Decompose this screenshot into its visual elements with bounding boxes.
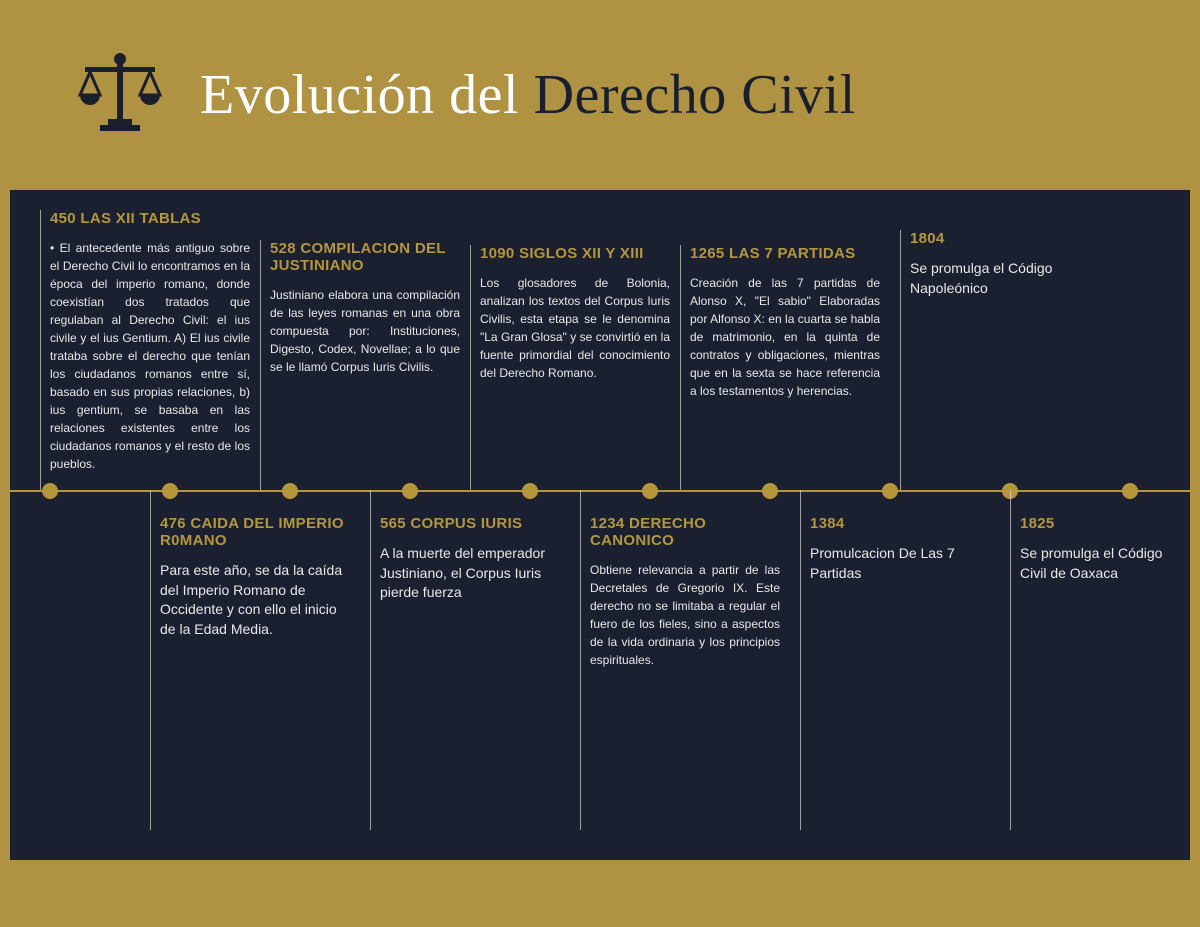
timeline-event: 1384 Promulcacion De Las 7 Partidas bbox=[810, 515, 1000, 583]
event-body: • El antecedente más antiguo sobre el De… bbox=[50, 239, 250, 473]
header: Evolución del Derecho Civil bbox=[0, 0, 1200, 190]
timeline-point bbox=[282, 483, 298, 499]
timeline-event: 476 CAIDA DEL IMPERIO R0MANO Para este añ… bbox=[160, 515, 350, 639]
title-part1: Evolución del bbox=[200, 64, 534, 126]
event-title: 1804 bbox=[910, 230, 1100, 247]
event-body: Justiniano elabora una compilación de la… bbox=[270, 286, 460, 376]
timeline-event: 528 COMPILACION DEL JUSTINIANO Justiniano… bbox=[270, 240, 460, 376]
vertical-line bbox=[900, 230, 901, 490]
page-title: Evolución del Derecho Civil bbox=[200, 63, 856, 127]
timeline-event: 1825 Se promulga el Código Civil de Oaxac… bbox=[1020, 515, 1190, 583]
timeline-point bbox=[522, 483, 538, 499]
scales-icon bbox=[70, 45, 170, 145]
timeline-event: 1090 SIGLOS XII Y XIII Los glosadores de … bbox=[480, 245, 670, 382]
event-title: 1090 SIGLOS XII Y XIII bbox=[480, 245, 670, 262]
event-body: Para este año, se da la caída del Imperi… bbox=[160, 561, 350, 639]
event-body: Se promulga el Código Napoleónico bbox=[910, 259, 1100, 298]
vertical-line bbox=[40, 210, 41, 490]
vertical-line bbox=[580, 490, 581, 830]
timeline-event: 1234 DERECHO CANONICO Obtiene relevancia … bbox=[590, 515, 780, 669]
event-body: Se promulga el Código Civil de Oaxaca bbox=[1020, 544, 1190, 583]
timeline-point bbox=[762, 483, 778, 499]
vertical-line bbox=[470, 245, 471, 490]
timeline-panel: 450 LAS XII TABLAS • El antecedente más a… bbox=[10, 190, 1190, 860]
timeline-point bbox=[882, 483, 898, 499]
event-body: A la muerte del emperador Justiniano, el… bbox=[380, 544, 570, 603]
event-title: 476 CAIDA DEL IMPERIO R0MANO bbox=[160, 515, 350, 549]
timeline-point bbox=[402, 483, 418, 499]
event-title: 1825 bbox=[1020, 515, 1190, 532]
event-title: 1265 LAS 7 PARTIDAS bbox=[690, 245, 880, 262]
timeline-point bbox=[642, 483, 658, 499]
event-title: 450 LAS XII TABLAS bbox=[50, 210, 250, 227]
vertical-line bbox=[150, 490, 151, 830]
vertical-line bbox=[260, 240, 261, 490]
event-body: Promulcacion De Las 7 Partidas bbox=[810, 544, 1000, 583]
timeline-event: 1804 Se promulga el Código Napoleónico bbox=[910, 230, 1100, 298]
vertical-line bbox=[800, 490, 801, 830]
timeline-point bbox=[162, 483, 178, 499]
timeline-point bbox=[42, 483, 58, 499]
event-body: Creación de las 7 partidas de Alonso X, … bbox=[690, 274, 880, 400]
vertical-line bbox=[680, 245, 681, 490]
timeline-point bbox=[1122, 483, 1138, 499]
event-body: Obtiene relevancia a partir de las Decre… bbox=[590, 561, 780, 669]
title-part2: Derecho Civil bbox=[534, 64, 856, 126]
timeline-event: 450 LAS XII TABLAS • El antecedente más a… bbox=[50, 210, 250, 473]
event-title: 528 COMPILACION DEL JUSTINIANO bbox=[270, 240, 460, 274]
vertical-line bbox=[370, 490, 371, 830]
event-title: 1384 bbox=[810, 515, 1000, 532]
vertical-line bbox=[1010, 490, 1011, 830]
event-title: 1234 DERECHO CANONICO bbox=[590, 515, 780, 549]
timeline-event: 1265 LAS 7 PARTIDAS Creación de las 7 par… bbox=[690, 245, 880, 400]
event-body: Los glosadores de Bolonia, analizan los … bbox=[480, 274, 670, 382]
timeline-event: 565 CORPUS IURIS A la muerte del emperado… bbox=[380, 515, 570, 603]
event-title: 565 CORPUS IURIS bbox=[380, 515, 570, 532]
